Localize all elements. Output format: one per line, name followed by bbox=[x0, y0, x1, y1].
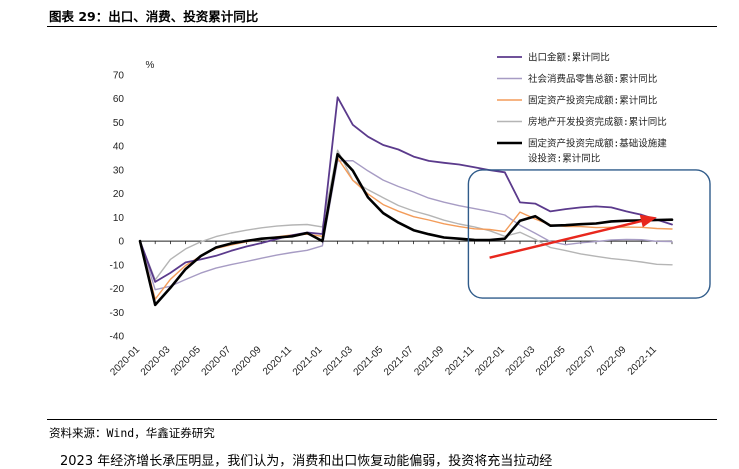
legend-label: 出口金额:累计同比 bbox=[528, 52, 610, 64]
annotation-layer bbox=[467, 169, 711, 299]
figure-title: 图表 29：出口、消费、投资累计同比 bbox=[49, 9, 259, 24]
series-layer bbox=[138, 96, 674, 307]
y-tick-label: -10 bbox=[110, 260, 125, 271]
x-tick-label: 2020-01 bbox=[108, 344, 142, 378]
y-tick-label: 10 bbox=[113, 213, 125, 224]
x-tick-label: 2022-09 bbox=[595, 344, 629, 378]
y-tick-label: 20 bbox=[113, 189, 125, 200]
x-tick-label: 2021-03 bbox=[321, 344, 355, 378]
series-line-realestate bbox=[139, 149, 673, 281]
x-tick-label: 2022-05 bbox=[534, 344, 568, 378]
y-tick-label: 30 bbox=[113, 165, 125, 176]
legend-label: 固定资产投资完成额:累计同比 bbox=[528, 95, 657, 107]
legend-label: 设投资:累计同比 bbox=[528, 153, 600, 165]
x-tick-label: 2022-03 bbox=[504, 344, 538, 378]
x-tick-label: 2021-11 bbox=[443, 344, 477, 378]
legend: 出口金额:累计同比社会消费品零售总额:累计同比固定资产投资完成额:累计同比房地产… bbox=[497, 52, 667, 165]
y-tick-label: 40 bbox=[113, 142, 125, 153]
body-text: 2023 年经济增长承压明显，我们认为，消费和出口恢复动能偏弱，投资将充当拉动经 bbox=[60, 454, 553, 469]
series-line-infra bbox=[138, 152, 674, 307]
x-tick-label: 2020-11 bbox=[261, 344, 295, 378]
y-tick-label: 60 bbox=[113, 94, 125, 105]
legend-label: 房地产开发投资完成额:累计同比 bbox=[528, 116, 667, 128]
trend-arrow-shaft bbox=[489, 219, 642, 259]
x-tick-label: 2020-05 bbox=[169, 344, 203, 378]
legend-label: 社会消费品零售总额:累计同比 bbox=[528, 73, 657, 85]
y-unit-label: % bbox=[146, 60, 155, 71]
y-tick-label: -20 bbox=[110, 284, 125, 295]
x-tick-label: 2022-01 bbox=[473, 344, 507, 378]
legend-label: 固定资产投资完成额:基础设施建 bbox=[528, 138, 667, 150]
x-tick-label: 2021-09 bbox=[412, 344, 446, 378]
trend-arrow-head bbox=[639, 214, 657, 228]
y-tick-label: 0 bbox=[118, 237, 124, 248]
x-tick-label: 2020-09 bbox=[230, 344, 264, 378]
y-axis: % -40 -30 -20 -10 0 10 20 30 40 50 60 70 bbox=[110, 60, 155, 343]
y-tick-label: -30 bbox=[110, 308, 125, 319]
series-line-fai bbox=[139, 157, 673, 300]
series-line-export bbox=[139, 96, 673, 283]
series-line-retail bbox=[139, 160, 673, 291]
x-tick-label: 2020-03 bbox=[139, 344, 173, 378]
y-tick-label: 50 bbox=[113, 118, 125, 129]
x-tick-label: 2021-07 bbox=[382, 344, 416, 378]
x-tick-label: 2021-01 bbox=[291, 344, 325, 378]
x-tick-label: 2020-07 bbox=[200, 344, 234, 378]
x-tick-label: 2022-07 bbox=[564, 344, 598, 378]
bottom-rule bbox=[47, 419, 717, 420]
x-tick-label: 2021-05 bbox=[352, 344, 386, 378]
highlight-box bbox=[467, 169, 711, 299]
y-tick-label: 70 bbox=[113, 71, 125, 82]
y-tick-label: -40 bbox=[110, 332, 125, 343]
x-tick-label: 2022-11 bbox=[626, 344, 660, 378]
top-rule bbox=[47, 26, 717, 27]
source-note: 资料来源：Wind，华鑫证券研究 bbox=[49, 426, 215, 440]
